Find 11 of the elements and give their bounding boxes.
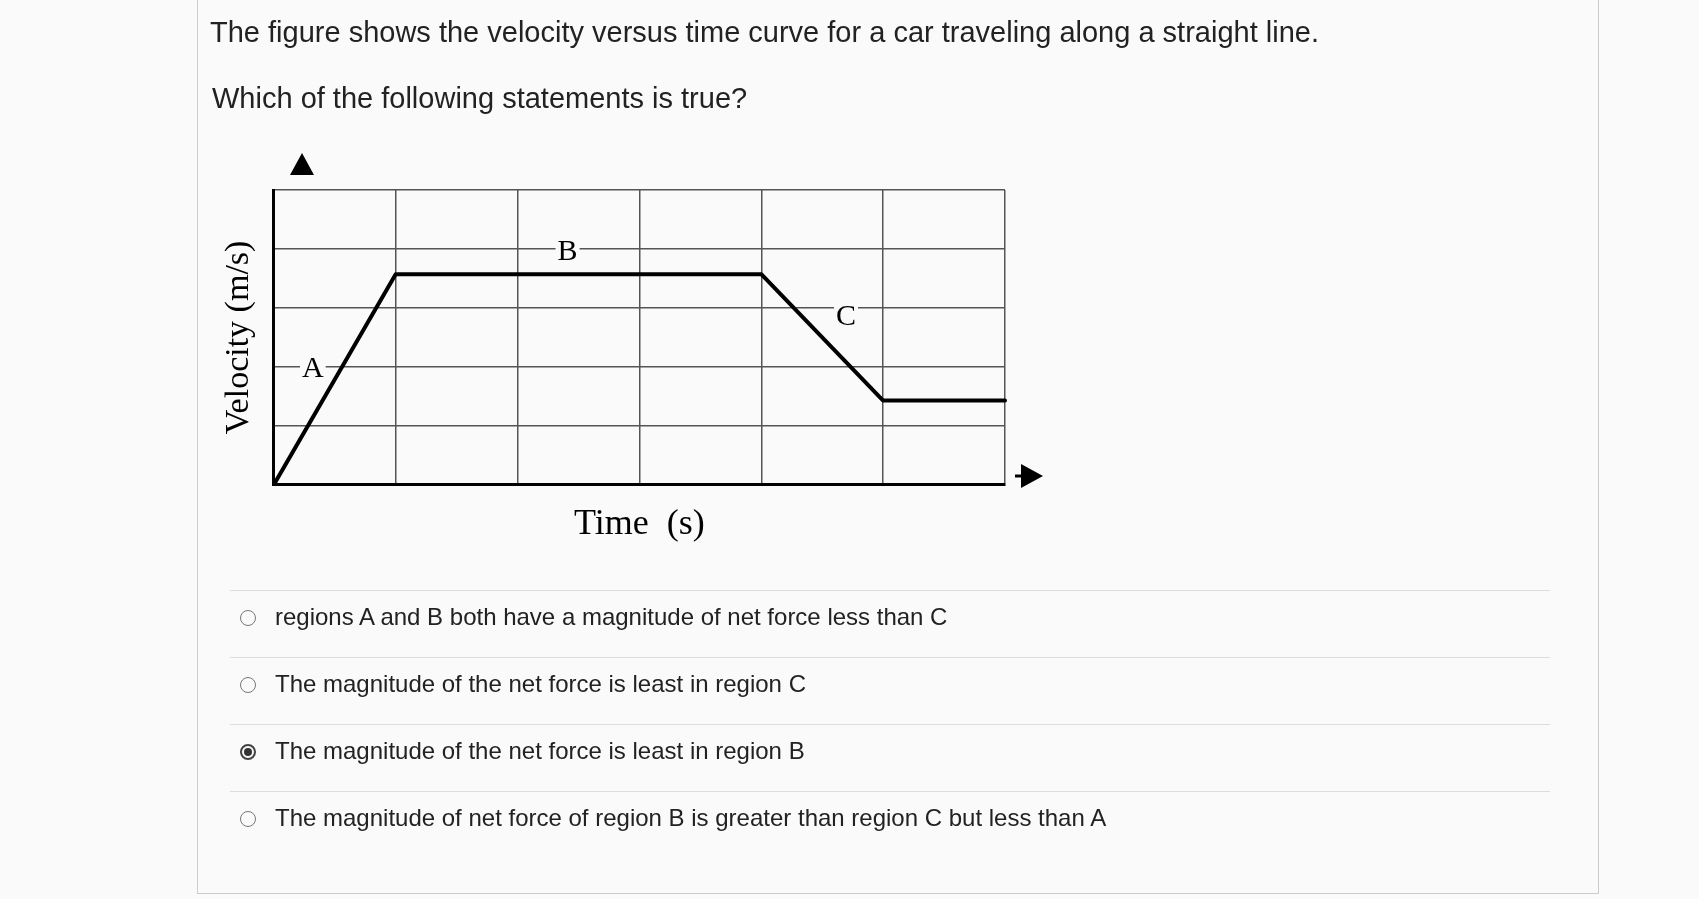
annotation: C (836, 297, 857, 331)
text: The magnitude of the net force is least in region C (275, 670, 806, 698)
annotation: A (301, 349, 324, 383)
y-axis-title: Velocity (m/s) (218, 240, 257, 435)
chart-subtitle: Which of the following statements is true? (212, 82, 748, 115)
chart-title: The figure shows the velocity versus time curve for a car traveling along a straight line. (210, 16, 1319, 49)
x-axis-title: Time (s) (574, 501, 705, 542)
text: regions A and B both have a magnitude of net force less than C (275, 603, 948, 631)
text: B (557, 233, 578, 267)
text: The magnitude of the net force is least in region B (275, 737, 805, 765)
text: The magnitude of net force of region B is greater than region C but less than A (275, 804, 1107, 832)
